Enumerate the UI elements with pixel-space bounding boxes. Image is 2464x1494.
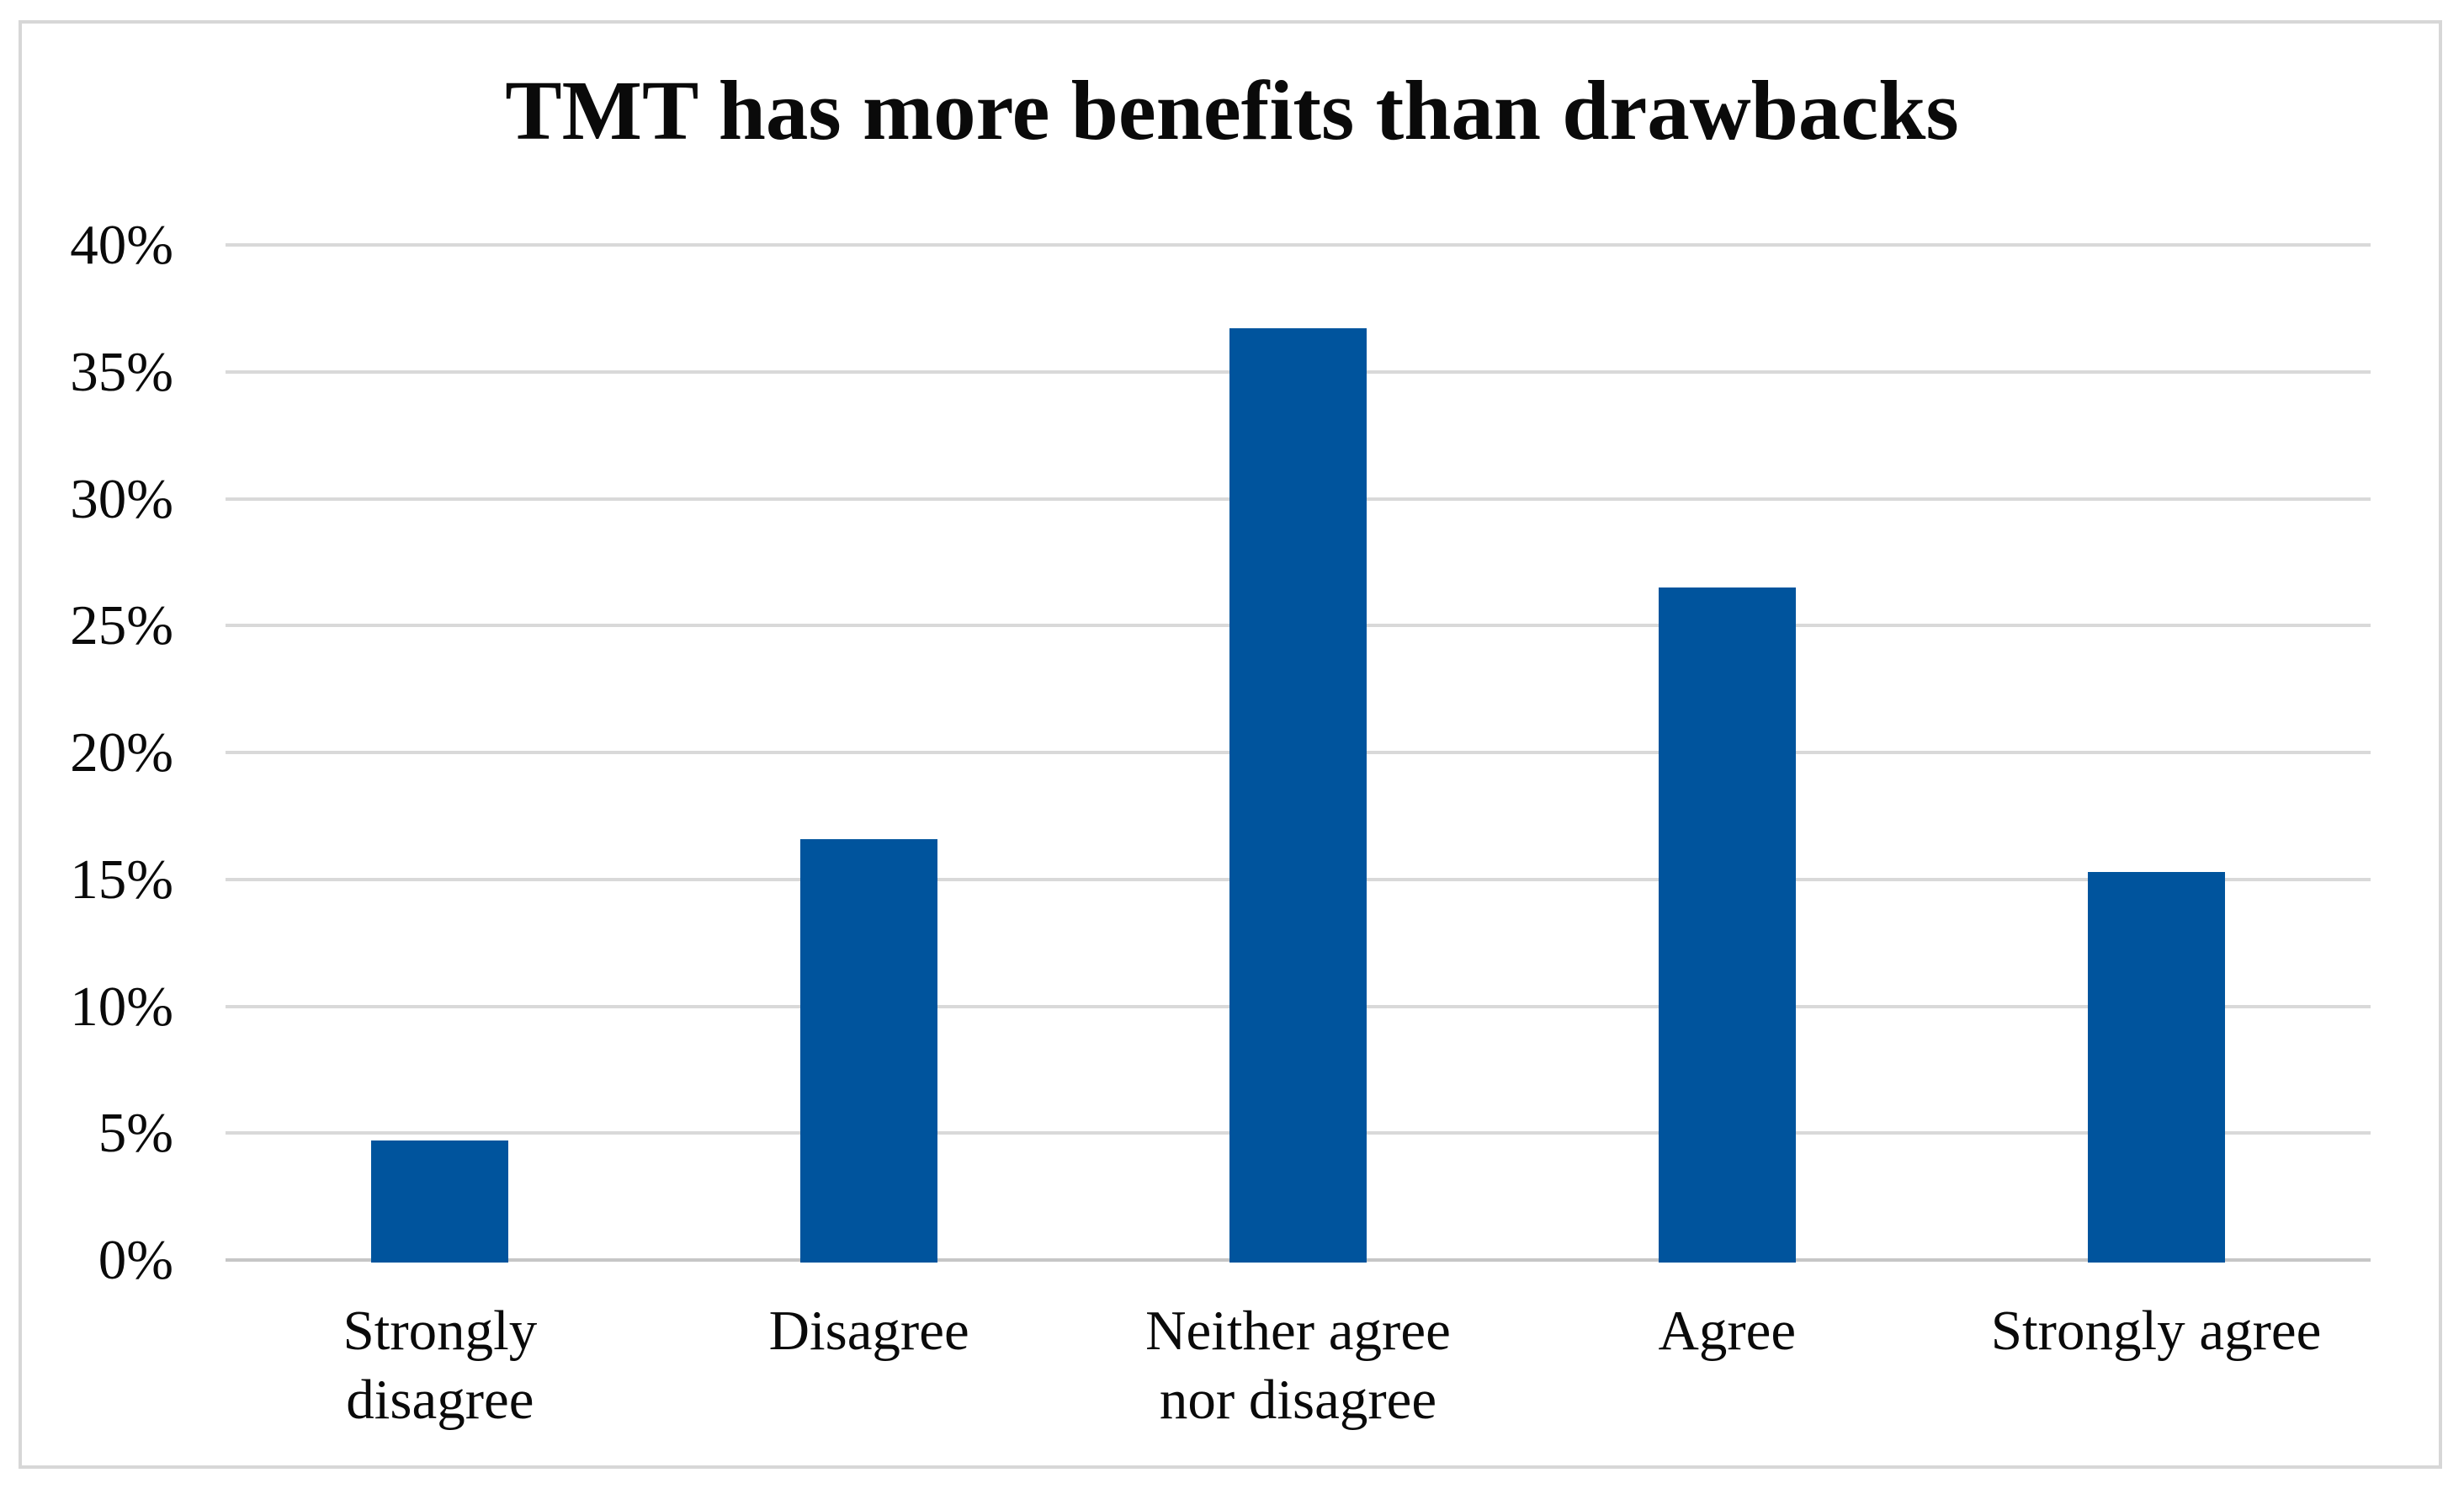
- y-axis-tick-label: 5%: [98, 1102, 173, 1165]
- x-axis-category-label-neither-agree-nor-disagree: Neither agree nor disagree: [1145, 1300, 1451, 1431]
- bar-disagree: [800, 838, 938, 1263]
- x-axis-category-label-strongly-agree: Strongly agree: [1990, 1300, 2322, 1362]
- y-axis-tick-label: 30%: [70, 467, 173, 530]
- chart-title: TMT has more benefits than drawbacks: [505, 63, 1959, 157]
- bar-strongly-agree: [2087, 871, 2225, 1263]
- y-axis-tick-label: 35%: [70, 340, 173, 403]
- bar-neither-agree-nor-disagree: [1229, 328, 1367, 1263]
- gridline: [226, 243, 2371, 247]
- x-axis-category-label-strongly-disagree: Strongly disagree: [343, 1300, 538, 1431]
- x-axis-category-label-disagree: Disagree: [768, 1300, 969, 1362]
- y-axis-tick-label: 15%: [70, 848, 173, 911]
- bar-strongly-disagree: [371, 1140, 509, 1263]
- y-axis-tick-label: 0%: [98, 1229, 173, 1291]
- x-axis-category-label-agree: Agree: [1658, 1300, 1797, 1362]
- y-axis-tick-label: 25%: [70, 594, 173, 657]
- bar-agree: [1658, 587, 1796, 1263]
- y-axis-tick-label: 10%: [70, 975, 173, 1038]
- y-axis-tick-label: 20%: [70, 721, 173, 784]
- y-axis-tick-label: 40%: [70, 214, 173, 276]
